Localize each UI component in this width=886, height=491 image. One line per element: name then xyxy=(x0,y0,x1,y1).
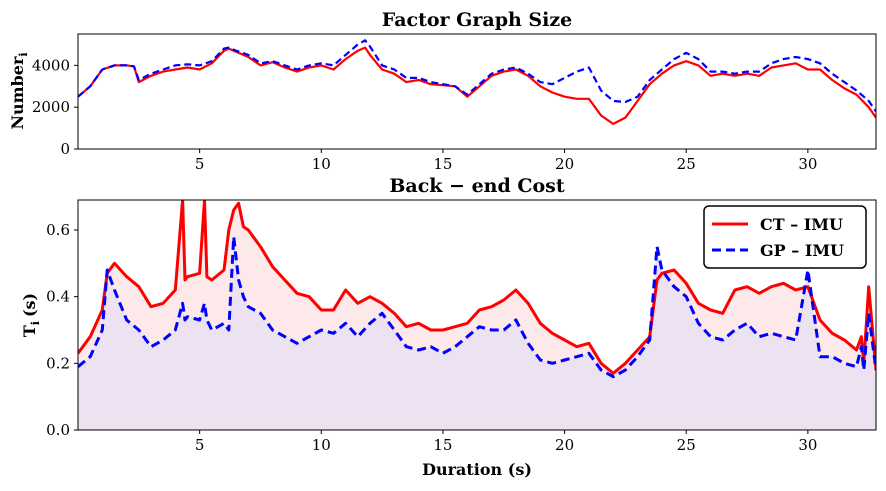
backend-cost-xtick-label: 20 xyxy=(555,436,574,454)
backend-cost-title: Back − end Cost xyxy=(389,175,565,197)
legend-label-gp-imu: GP – IMU xyxy=(760,241,844,260)
factor-graph-ytick-label: 2000 xyxy=(32,98,70,116)
factor-graph-ytick-label: 0 xyxy=(60,140,70,158)
backend-cost-area-1 xyxy=(78,236,876,430)
factor-graph-ytick-label: 4000 xyxy=(32,56,70,74)
backend-cost-line-ctimu xyxy=(78,200,876,375)
backend-cost-ytick-label: 0.2 xyxy=(46,354,70,372)
factor-graph-series xyxy=(78,39,876,125)
factor-graph-xtick-label: 10 xyxy=(312,155,331,173)
backend-cost-line-gpimu xyxy=(78,235,876,379)
factor-graph-panel: Factor Graph Size 5 10 15 20 25 30 0 2000 4000 N… xyxy=(8,9,877,173)
backend-cost-panel: Back − end Cost 5 10 15 20 25 300.00.20.40.6 … xyxy=(20,175,877,479)
backend-cost-xtick-label: 15 xyxy=(433,436,452,454)
backend-cost-xtick-label: 5 xyxy=(195,436,205,454)
backend-cost-ylabel: Ti(s) xyxy=(20,293,42,337)
factor-graph-xtick-label: 25 xyxy=(677,155,696,173)
backend-cost-ytick-label: 0.0 xyxy=(46,421,70,439)
backend-cost-ytick-label: 0.4 xyxy=(46,288,70,306)
factor-graph-line-ctimu xyxy=(78,46,876,125)
factor-graph-ticks: 5 10 15 20 25 30 0 2000 4000 xyxy=(32,56,818,173)
factor-graph-xtick-label: 15 xyxy=(433,155,452,173)
factor-graph-xtick-label: 30 xyxy=(798,155,817,173)
backend-cost-ticks: 5 10 15 20 25 30 0.0 0.2 0.4 0.6 xyxy=(46,221,817,454)
backend-cost-series xyxy=(78,200,876,430)
factor-graph-xtick-label: 5 xyxy=(195,155,205,173)
legend: CT – IMU GP – IMU xyxy=(703,205,867,269)
backend-cost-xtick-label: 25 xyxy=(677,436,696,454)
factor-graph-ylabel: Numberi xyxy=(8,52,30,129)
backend-cost-ytick-label: 0.6 xyxy=(46,221,70,239)
legend-box xyxy=(703,205,867,269)
factor-graph-frame xyxy=(77,33,877,150)
backend-cost-frame xyxy=(77,199,877,431)
backend-cost-xlabel: Duration (s) xyxy=(422,460,532,479)
backend-cost-xtick-label: 30 xyxy=(798,436,817,454)
factor-graph-title: Factor Graph Size xyxy=(382,9,572,31)
legend-label-ct-imu: CT – IMU xyxy=(760,215,843,234)
backend-cost-xtick-label: 10 xyxy=(312,436,331,454)
factor-graph-xtick-label: 20 xyxy=(555,155,574,173)
